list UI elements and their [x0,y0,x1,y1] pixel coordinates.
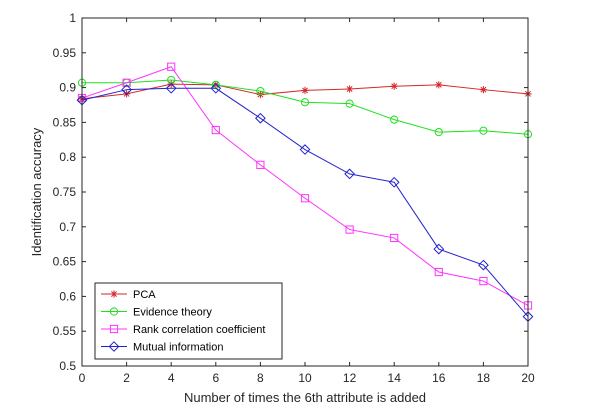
data-point [167,62,176,71]
data-point [345,99,354,108]
y-tick-label: 0.55 [53,324,77,338]
data-point [346,85,354,93]
data-point [255,112,266,124]
legend-entry: Evidence theory [101,307,212,319]
x-tick-label: 0 [79,371,86,385]
y-tick-label: 0.75 [53,185,77,199]
x-tick-label: 6 [212,371,219,385]
x-axis-label: Number of times the 6th attribute is add… [184,390,426,405]
data-point [210,82,222,94]
x-tick-label: 4 [168,371,175,385]
data-point [479,276,488,286]
data-point [299,144,311,155]
legend-label: PCA [133,289,156,301]
y-tick-label: 0.5 [59,359,76,373]
y-tick-label: 0.9 [59,81,76,95]
x-tick-label: 8 [257,371,264,385]
data-point [344,168,355,180]
y-tick-label: 1 [69,11,76,25]
y-tick-label: 0.7 [59,220,76,234]
series-line [81,66,529,306]
x-tick-label: 12 [343,371,357,385]
data-point [301,86,309,94]
y-tick-label: 0.95 [53,46,77,60]
series-mutual-information [76,82,534,322]
legend-label: Evidence theory [133,307,212,319]
data-point [300,194,310,203]
x-tick-label: 16 [432,371,446,385]
legend-entry: PCA [101,289,156,301]
x-tick-label: 10 [298,371,312,385]
data-point [109,307,119,316]
data-point [433,243,445,255]
data-point [211,125,220,135]
legend-label: Mutual information [133,342,224,354]
x-axis-ticks: 0 2 4 6 8 10 12 14 16 18 20 [79,18,535,385]
legend-entry: Rank correlation coefficient [101,324,265,336]
data-point [479,86,487,94]
data-point [300,98,310,107]
x-tick-label: 20 [521,371,535,385]
data-point [390,115,399,124]
data-point [256,86,265,96]
legend-box [94,282,283,360]
y-tick-label: 0.65 [53,255,77,269]
series-line [81,87,529,317]
data-point [122,78,131,87]
x-tick-label: 14 [388,371,402,385]
data-point [256,160,265,169]
legend-label: Rank correlation coefficient [133,324,265,336]
data-point [479,126,488,135]
data-point [108,341,120,352]
data-point [435,81,443,89]
plot-frame [81,17,529,367]
data-point [478,259,489,271]
legend-entry: Mutual information [101,341,224,354]
y-tick-label: 0.6 [59,289,76,303]
x-tick-label: 2 [123,371,130,385]
data-point [388,176,400,188]
data-point [390,82,398,90]
data-point [434,267,443,277]
legend: PCA Evidence theory Rank correlation coeff… [94,282,283,360]
data-point [109,324,119,334]
data-point [345,225,354,234]
data-point [110,290,118,298]
x-tick-label: 18 [477,371,491,385]
data-point [390,233,399,243]
y-tick-label: 0.8 [59,150,76,164]
y-axis-label: Identification accuracy [29,127,44,256]
y-tick-label: 0.85 [53,115,77,129]
data-point [165,82,177,94]
series-line [82,79,529,135]
data-point [434,128,443,137]
data-point [121,84,132,96]
